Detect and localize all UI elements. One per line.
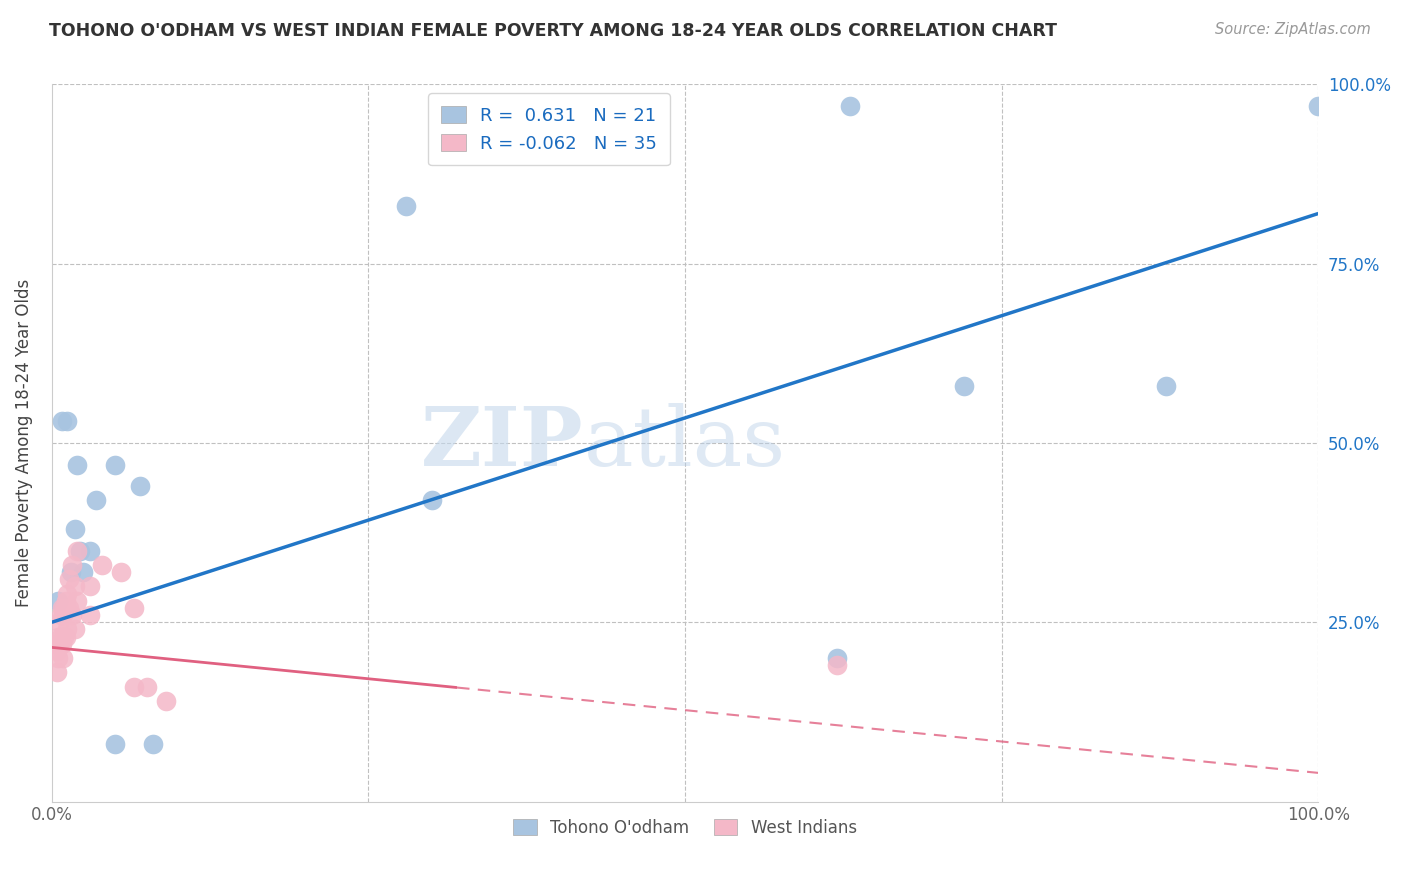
Point [952, 378, 974, 392]
Point [122, 680, 145, 694]
Point [72, 565, 94, 579]
Point [53, 601, 76, 615]
Text: ZIP: ZIP [420, 403, 583, 483]
Text: TOHONO O'ODHAM VS WEST INDIAN FEMALE POVERTY AMONG 18-24 YEAR OLDS CORRELATION C: TOHONO O'ODHAM VS WEST INDIAN FEMALE POV… [49, 22, 1057, 40]
Point [129, 479, 152, 493]
Point [46, 594, 69, 608]
Point [49, 630, 72, 644]
Point [60, 558, 83, 572]
Point [51, 601, 73, 615]
Point [55, 630, 77, 644]
Point [56, 623, 79, 637]
Point [79, 543, 101, 558]
Point [60, 608, 83, 623]
Point [135, 680, 157, 694]
Point [51, 637, 73, 651]
Point [395, 199, 418, 213]
Point [52, 608, 75, 623]
Point [66, 458, 89, 472]
Point [45, 637, 67, 651]
Point [104, 737, 127, 751]
Point [66, 543, 89, 558]
Point [420, 493, 443, 508]
Text: atlas: atlas [583, 403, 786, 483]
Point [110, 565, 132, 579]
Point [825, 658, 848, 673]
Point [49, 608, 72, 623]
Point [122, 601, 145, 615]
Point [1308, 99, 1330, 113]
Point [48, 615, 70, 630]
Point [52, 651, 75, 665]
Point [838, 99, 860, 113]
Point [58, 572, 80, 586]
Y-axis label: Female Poverty Among 18-24 Year Olds: Female Poverty Among 18-24 Year Olds [15, 279, 32, 607]
Point [155, 694, 177, 708]
Point [69, 543, 91, 558]
Point [63, 522, 86, 536]
Point [63, 579, 86, 593]
Point [51, 415, 73, 429]
Point [58, 601, 80, 615]
Point [53, 630, 76, 644]
Point [46, 651, 69, 665]
Point [46, 630, 69, 644]
Point [59, 565, 82, 579]
Point [79, 608, 101, 623]
Point [56, 586, 79, 600]
Point [825, 651, 848, 665]
Legend: Tohono O'odham, West Indians: Tohono O'odham, West Indians [506, 812, 863, 844]
Point [63, 623, 86, 637]
Point [104, 458, 127, 472]
Point [55, 594, 77, 608]
Point [1156, 378, 1178, 392]
Point [84, 493, 107, 508]
Point [45, 644, 67, 658]
Point [45, 665, 67, 680]
Text: Source: ZipAtlas.com: Source: ZipAtlas.com [1215, 22, 1371, 37]
Point [56, 415, 79, 429]
Point [91, 558, 114, 572]
Point [48, 637, 70, 651]
Point [66, 594, 89, 608]
Point [142, 737, 165, 751]
Point [79, 579, 101, 593]
